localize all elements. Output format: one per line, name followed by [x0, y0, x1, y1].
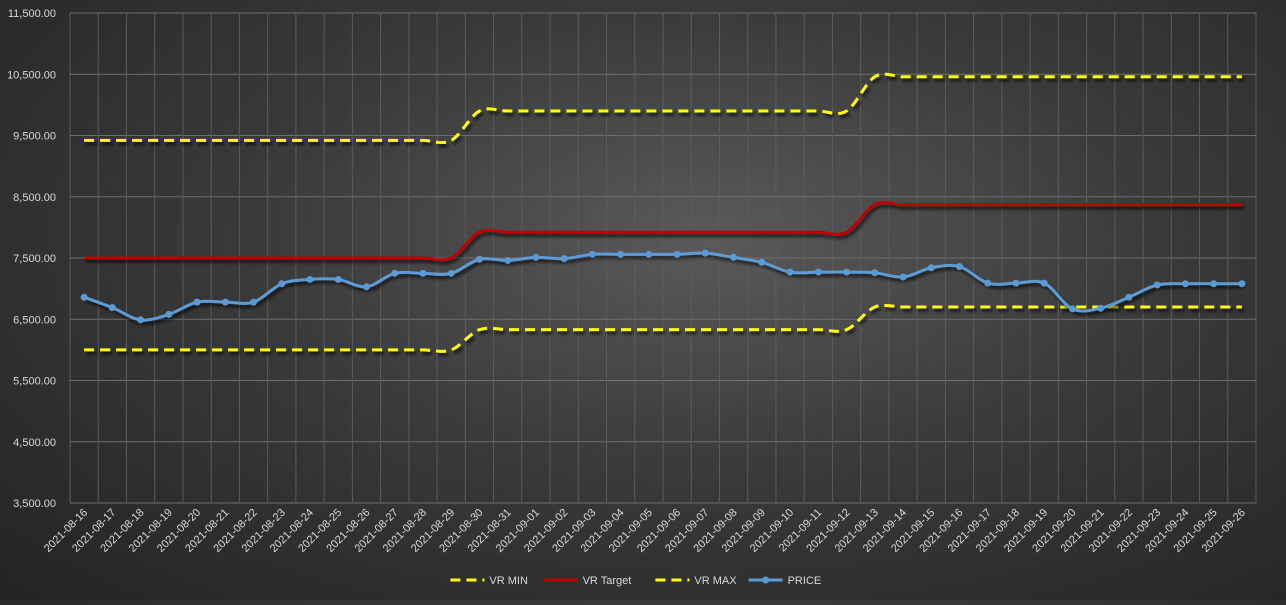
data-point-price	[504, 256, 512, 264]
data-point-price	[814, 268, 822, 276]
data-point-price	[560, 255, 568, 263]
series-price	[80, 249, 1246, 324]
data-point-price	[137, 316, 145, 324]
data-point-price	[1238, 280, 1246, 288]
data-point-price	[1012, 279, 1020, 287]
legend-label: VR MIN	[489, 575, 528, 587]
legend-item-vr-min: VR MIN	[450, 575, 528, 587]
data-point-price	[843, 268, 851, 276]
data-point-price	[956, 263, 963, 271]
data-point-price	[1181, 280, 1189, 288]
data-point-price	[730, 253, 738, 261]
legend-label: VR Target	[583, 575, 632, 587]
series-line-vr-target	[84, 201, 1242, 262]
y-tick-label: 4,500.00	[13, 437, 56, 449]
data-point-price	[278, 280, 286, 288]
legend: VR MIN VR Target VR MAX PRICE	[450, 575, 821, 587]
data-point-price	[306, 275, 314, 283]
data-point-price	[193, 298, 201, 306]
data-point-price	[532, 253, 540, 261]
data-point-price	[758, 258, 766, 266]
data-point-price	[1068, 305, 1076, 313]
series-lines	[80, 72, 1246, 353]
data-point-price	[221, 298, 229, 306]
legend-label: VR MAX	[694, 575, 737, 587]
series-vr-target	[84, 201, 1242, 262]
data-point-price	[165, 310, 173, 318]
x-axis-tick-labels: 2021-08-162021-08-172021-08-182021-08-19…	[42, 507, 1248, 555]
y-tick-label: 6,500.00	[13, 314, 56, 326]
data-point-price	[588, 250, 596, 258]
data-point-price	[617, 250, 625, 258]
data-point-price	[475, 255, 483, 263]
y-axis-tick-labels: 3,500.00 4,500.00 5,500.00 6,500.00 7,500.00…	[7, 8, 56, 510]
data-point-price	[871, 269, 879, 277]
y-tick-label: 7,500.00	[13, 253, 56, 265]
legend-item-vr-max: VR MAX	[655, 575, 737, 587]
series-vr-max	[84, 72, 1242, 145]
legend-label: PRICE	[788, 575, 822, 587]
data-point-price	[108, 304, 116, 312]
y-tick-label: 9,500.00	[13, 131, 56, 143]
data-point-price	[391, 269, 399, 277]
y-tick-label: 3,500.00	[13, 498, 56, 510]
data-point-price	[1125, 293, 1133, 301]
data-point-price	[927, 264, 935, 272]
data-point-price	[1040, 279, 1048, 287]
series-line-vr-min	[84, 303, 1242, 353]
y-tick-label: 10,500.00	[7, 69, 56, 81]
data-point-price	[786, 268, 794, 276]
data-point-price	[1210, 280, 1218, 288]
y-tick-label: 5,500.00	[13, 376, 56, 388]
legend-item-vr-target: VR Target	[543, 575, 632, 587]
y-tick-label: 11,500.00	[8, 8, 56, 20]
series-vr-min	[84, 303, 1242, 353]
data-point-price	[701, 249, 709, 257]
data-point-price	[1097, 304, 1105, 312]
data-point-price	[363, 283, 370, 291]
data-point-price	[334, 275, 342, 283]
y-tick-label: 8,500.00	[13, 192, 56, 204]
data-point-price	[447, 269, 455, 277]
data-point-price	[899, 273, 907, 281]
data-point-price	[419, 269, 427, 277]
data-point-price	[1153, 281, 1161, 289]
data-point-price	[80, 293, 88, 301]
data-point-price	[250, 298, 258, 306]
legend-marker	[762, 576, 770, 584]
data-point-price	[645, 250, 653, 258]
data-point-price	[984, 279, 992, 287]
data-point-price	[673, 250, 681, 258]
legend-item-price: PRICE	[748, 575, 822, 587]
series-line-vr-max	[84, 72, 1242, 145]
